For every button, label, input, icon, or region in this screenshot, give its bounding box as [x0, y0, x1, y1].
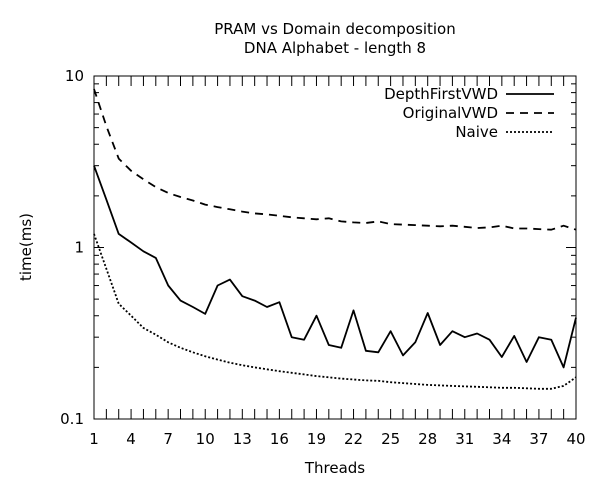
x-tick-label: 13 [233, 430, 252, 448]
x-tick-label: 31 [455, 430, 474, 448]
x-tick-label: 7 [163, 430, 173, 448]
y-tick-label: 0.1 [60, 410, 84, 428]
x-tick-label: 16 [270, 430, 289, 448]
y-tick-label: 1 [74, 239, 84, 257]
chart-subtitle: DNA Alphabet - length 8 [244, 39, 426, 57]
x-tick-label: 22 [344, 430, 363, 448]
x-tick-label: 25 [381, 430, 400, 448]
y-axis-label: time(ms) [17, 213, 35, 281]
x-tick-label: 37 [529, 430, 548, 448]
legend-label: OriginalVWD [403, 104, 498, 122]
y-tick-label: 10 [65, 67, 84, 85]
series-line-naive [93, 233, 577, 390]
x-tick-label: 1 [89, 430, 99, 448]
x-tick-label: 28 [418, 430, 437, 448]
x-tick-label: 10 [196, 430, 215, 448]
x-tick-label: 19 [307, 430, 326, 448]
x-tick-label: 4 [126, 430, 136, 448]
x-tick-label: 40 [566, 430, 585, 448]
x-axis-label: Threads [304, 459, 365, 477]
plot-frame [93, 75, 577, 420]
series-line-depthfirstvwd [93, 165, 577, 369]
legend-label: DepthFirstVWD [384, 85, 498, 103]
x-tick-label: 34 [492, 430, 511, 448]
plot-area [93, 88, 577, 390]
axis-ticks: 1 4 7 10 13 16 19 22 25 28 31 34 37 40 0.1 1 10 [60, 67, 585, 448]
legend-label: Naive [455, 123, 498, 141]
chart-title: PRAM vs Domain decomposition [214, 20, 455, 38]
series-line-originalvwd [93, 88, 577, 231]
